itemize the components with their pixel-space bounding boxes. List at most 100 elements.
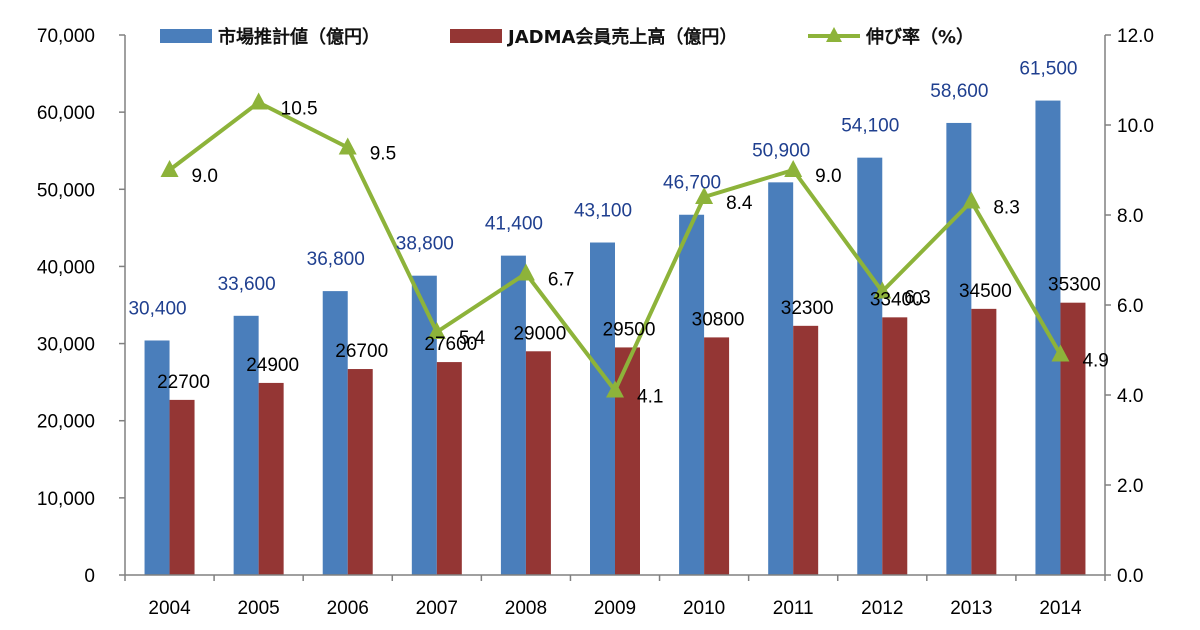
y-right-tick-label: 0.0 — [1117, 566, 1143, 587]
growth-rate-marker-2004 — [160, 160, 179, 177]
label-growth-rate-2010: 8.4 — [726, 193, 753, 214]
label-growth-rate-2004: 9.0 — [192, 166, 218, 187]
legend-swatch-jadma-sales — [450, 29, 502, 43]
label-jadma-sales-2012: 33400 — [870, 289, 923, 310]
bar-market-estimate-2006 — [322, 291, 348, 575]
legend-label-jadma-sales: JADMA会員売上高（億円） — [506, 26, 737, 48]
label-market-estimate-2014: 61,500 — [1019, 59, 1077, 80]
bar-market-estimate-2004 — [144, 340, 170, 575]
label-growth-rate-2008: 6.7 — [548, 270, 574, 291]
label-jadma-sales-2005: 24900 — [246, 355, 299, 376]
label-growth-rate-2014: 4.9 — [1082, 351, 1108, 372]
bar-jadma-sales-2004 — [169, 399, 195, 575]
bars-layer — [144, 100, 1086, 576]
label-growth-rate-2005: 10.5 — [281, 99, 318, 120]
bar-market-estimate-2005 — [233, 315, 259, 575]
axes-layer: 0 10,000 20,000 30,000 40,000 50,000 60,000 70,… — [37, 26, 1154, 619]
growth-line-layer — [160, 92, 1070, 398]
y-left-tick-label: 60,000 — [37, 103, 95, 124]
label-market-estimate-2008: 41,400 — [485, 214, 543, 235]
bar-market-estimate-2010 — [679, 214, 705, 575]
growth-rate-marker-2013 — [962, 191, 981, 209]
x-tick-label-2012: 2012 — [861, 598, 903, 619]
bar-jadma-sales-2006 — [347, 369, 373, 575]
growth-rate-marker-2009 — [606, 380, 624, 398]
growth-rate-marker-2008 — [516, 263, 535, 281]
y-right-tick-label: 8.0 — [1117, 206, 1143, 227]
label-jadma-sales-2007: 27600 — [424, 334, 477, 355]
x-tick-label-2009: 2009 — [594, 598, 636, 619]
label-market-estimate-2009: 43,100 — [574, 201, 632, 222]
growth-rate-marker-2006 — [338, 137, 357, 155]
data-labels-layer: 30,400 33,600 36,800 38,800 41,400 43,100 46,7… — [128, 59, 1108, 408]
label-jadma-sales-2008: 29000 — [513, 323, 566, 344]
bar-market-estimate-2008 — [500, 255, 526, 575]
y-left-tick-label: 30,000 — [37, 335, 95, 356]
growth-rate-marker-2012 — [873, 281, 892, 299]
y-right-tick-label: 2.0 — [1117, 476, 1143, 497]
label-jadma-sales-2010: 30800 — [692, 309, 745, 330]
x-tick-label-2007: 2007 — [416, 598, 458, 619]
bar-jadma-sales-2008 — [525, 351, 551, 575]
x-tick-label-2010: 2010 — [683, 598, 725, 619]
label-market-estimate-2011: 50,900 — [752, 140, 810, 161]
label-jadma-sales-2006: 26700 — [335, 341, 388, 362]
label-market-estimate-2013: 58,600 — [930, 81, 988, 102]
label-jadma-sales-2011: 32300 — [781, 298, 834, 319]
bar-jadma-sales-2014 — [1060, 302, 1086, 575]
legend-swatch-growth-marker — [826, 27, 842, 42]
label-market-estimate-2010: 46,700 — [663, 173, 721, 194]
growth-rate-marker-2007 — [427, 322, 446, 339]
x-tick-label-2005: 2005 — [237, 598, 279, 619]
label-growth-rate-2006: 9.5 — [370, 144, 396, 165]
y-left-tick-label: 50,000 — [37, 180, 95, 201]
bar-market-estimate-2013 — [946, 122, 972, 575]
growth-rate-marker-2005 — [249, 92, 268, 110]
label-market-estimate-2005: 33,600 — [218, 274, 276, 295]
label-growth-rate-2009: 4.1 — [637, 387, 663, 408]
bar-market-estimate-2009 — [590, 242, 615, 575]
label-market-estimate-2004: 30,400 — [128, 298, 186, 319]
bar-jadma-sales-2011 — [793, 325, 819, 575]
label-jadma-sales-2014: 35300 — [1048, 275, 1101, 296]
bar-jadma-sales-2005 — [258, 382, 284, 575]
x-tick-label-2008: 2008 — [505, 598, 547, 619]
x-tick-label-2006: 2006 — [327, 598, 369, 619]
y-left-tick-label: 0 — [84, 566, 95, 587]
bar-jadma-sales-2010 — [704, 337, 730, 575]
y-right-tick-label: 12.0 — [1117, 26, 1154, 47]
label-growth-rate-2011: 9.0 — [815, 166, 841, 187]
x-tick-label-2004: 2004 — [148, 598, 191, 619]
legend-swatch-market-estimate — [160, 29, 212, 43]
legend: 市場推計値（億円） JADMA会員売上高（億円） 伸び率（%） — [160, 26, 974, 48]
label-growth-rate-2007: 5.4 — [459, 328, 486, 349]
label-jadma-sales-2009: 29500 — [603, 319, 656, 340]
y-right-tick-label: 10.0 — [1117, 116, 1154, 137]
y-right-tick-label: 6.0 — [1117, 296, 1143, 317]
legend-label-growth-rate: 伸び率（%） — [865, 26, 974, 48]
label-market-estimate-2007: 38,800 — [396, 234, 454, 255]
growth-rate-marker-2014 — [1051, 344, 1070, 362]
y-left-tick-label: 10,000 — [37, 489, 95, 510]
legend-label-market-estimate: 市場推計値（億円） — [218, 26, 380, 48]
y-left-tick-label: 70,000 — [37, 26, 95, 47]
bar-jadma-sales-2007 — [436, 362, 462, 575]
bar-jadma-sales-2012 — [882, 317, 908, 575]
y-right-tick-label: 4.0 — [1117, 386, 1143, 407]
label-growth-rate-2013: 8.3 — [993, 198, 1019, 219]
y-left-tick-label: 40,000 — [37, 257, 95, 278]
x-tick-label-2013: 2013 — [950, 598, 992, 619]
bar-market-estimate-2011 — [768, 182, 794, 576]
growth-rate-marker-2011 — [784, 160, 803, 177]
x-tick-label-2011: 2011 — [773, 598, 814, 619]
label-jadma-sales-2013: 34500 — [959, 281, 1012, 302]
label-growth-rate-2012: 6.3 — [904, 288, 930, 309]
y-left-tick-label: 20,000 — [37, 412, 95, 433]
bar-market-estimate-2014 — [1035, 100, 1061, 576]
label-market-estimate-2006: 36,800 — [307, 249, 365, 270]
label-jadma-sales-2004: 22700 — [157, 372, 210, 393]
x-tick-label-2014: 2014 — [1039, 598, 1082, 619]
bar-jadma-sales-2013 — [971, 308, 997, 575]
growth-rate-marker-2010 — [695, 187, 714, 204]
